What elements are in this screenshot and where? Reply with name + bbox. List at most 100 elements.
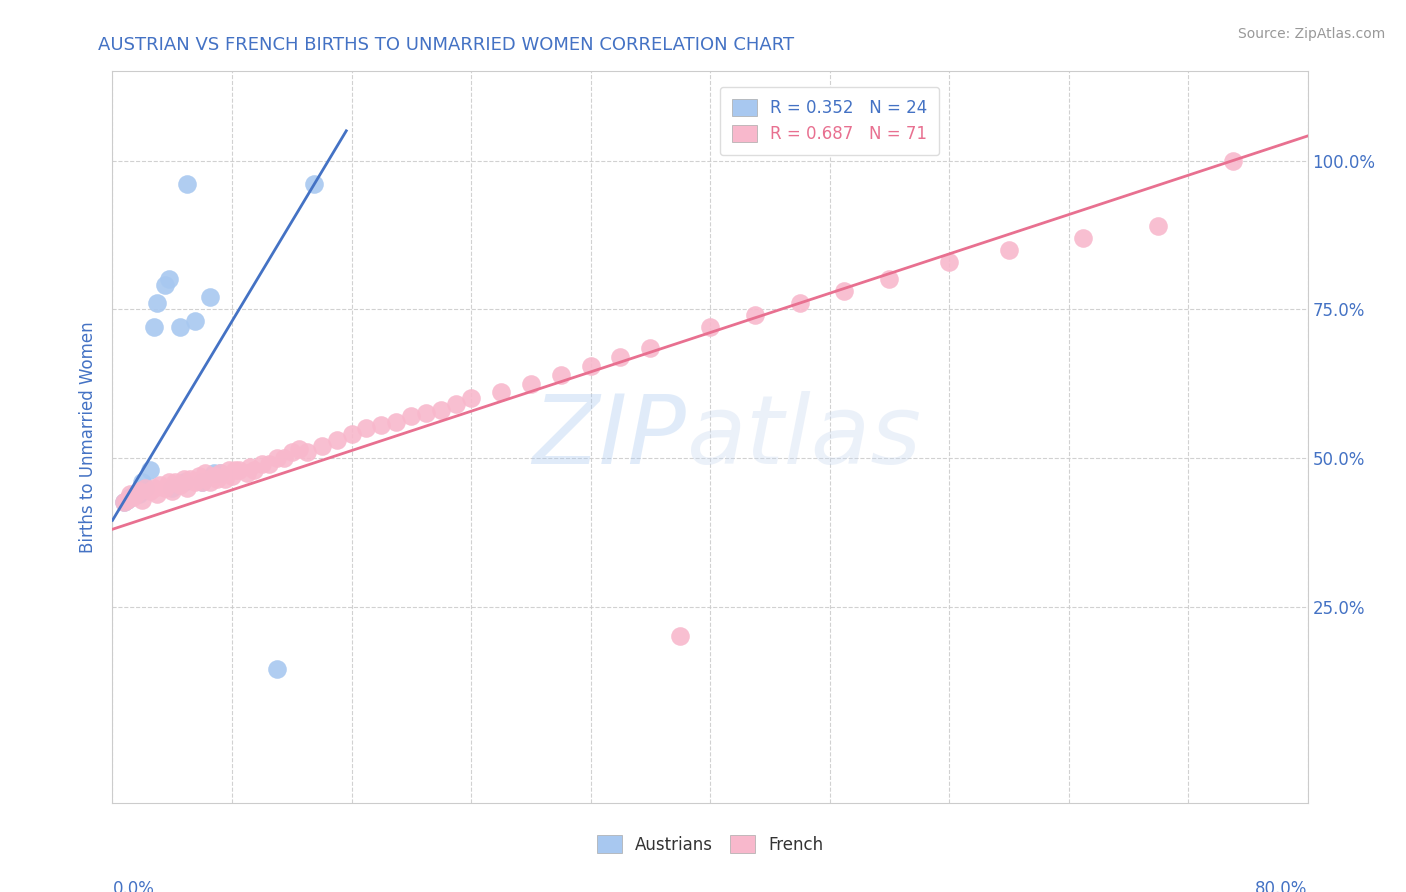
Point [699, 320, 721, 334]
Point [415, 406, 437, 420]
Point [198, 290, 221, 304]
Point [191, 475, 214, 489]
Point [173, 475, 195, 489]
Point [224, 463, 246, 477]
Point [134, 481, 156, 495]
Point [157, 475, 180, 489]
Point [128, 483, 150, 498]
Point [157, 272, 180, 286]
Point [430, 403, 453, 417]
Point [143, 320, 166, 334]
Legend: Austrians, French: Austrians, French [591, 829, 830, 860]
Point [191, 475, 214, 489]
Text: ZIP: ZIP [533, 391, 686, 483]
Point [153, 481, 176, 495]
Point [1073, 231, 1095, 245]
Point [173, 472, 195, 486]
Point [401, 409, 423, 424]
Point [1147, 219, 1170, 233]
Point [183, 475, 205, 489]
Point [998, 243, 1021, 257]
Point [134, 481, 156, 495]
Point [162, 483, 183, 498]
Point [131, 492, 153, 507]
Point [236, 466, 259, 480]
Point [183, 314, 205, 328]
Point [169, 320, 191, 334]
Point [194, 466, 217, 480]
Point [938, 254, 960, 268]
Point [162, 481, 183, 495]
Point [114, 495, 135, 509]
Point [202, 468, 225, 483]
Point [669, 629, 692, 643]
Point [117, 492, 139, 507]
Point [325, 433, 347, 447]
Text: AUSTRIAN VS FRENCH BIRTHS TO UNMARRIED WOMEN CORRELATION CHART: AUSTRIAN VS FRENCH BIRTHS TO UNMARRIED W… [98, 36, 794, 54]
Point [356, 421, 378, 435]
Point [444, 397, 467, 411]
Point [188, 468, 211, 483]
Point [266, 450, 288, 465]
Point [259, 457, 281, 471]
Point [288, 442, 311, 456]
Point [218, 463, 240, 477]
Point [165, 475, 187, 489]
Point [128, 486, 150, 500]
Point [198, 475, 221, 489]
Point [114, 495, 135, 509]
Point [266, 662, 288, 676]
Point [273, 450, 295, 465]
Point [131, 475, 153, 489]
Point [176, 481, 198, 495]
Point [179, 472, 201, 486]
Point [202, 466, 225, 480]
Y-axis label: Births to Unmarried Women: Births to Unmarried Women [79, 321, 97, 553]
Point [139, 463, 162, 477]
Point [311, 439, 333, 453]
Text: 80.0%: 80.0% [1256, 880, 1308, 892]
Point [295, 445, 318, 459]
Point [120, 486, 142, 500]
Point [385, 415, 408, 429]
Point [169, 477, 191, 491]
Point [744, 308, 766, 322]
Point [139, 483, 162, 498]
Point [122, 490, 145, 504]
Point [125, 486, 148, 500]
Point [370, 418, 392, 433]
Point [209, 466, 232, 480]
Point [640, 341, 662, 355]
Point [209, 466, 232, 480]
Point [243, 463, 266, 477]
Point [550, 368, 572, 382]
Point [214, 472, 236, 486]
Point [281, 445, 304, 459]
Point [1222, 153, 1244, 168]
Point [834, 285, 856, 299]
Point [302, 178, 325, 192]
Point [460, 392, 482, 406]
Point [146, 296, 169, 310]
Text: atlas: atlas [686, 391, 921, 483]
Point [520, 376, 543, 391]
Point [239, 459, 262, 474]
Point [176, 178, 198, 192]
Point [205, 472, 228, 486]
Point [879, 272, 901, 286]
Point [221, 468, 243, 483]
Point [579, 359, 602, 373]
Point [149, 477, 172, 491]
Point [609, 350, 631, 364]
Point [228, 463, 250, 477]
Text: Source: ZipAtlas.com: Source: ZipAtlas.com [1237, 27, 1385, 41]
Point [124, 486, 146, 500]
Point [153, 278, 176, 293]
Point [143, 481, 166, 495]
Point [789, 296, 811, 310]
Point [131, 483, 153, 498]
Point [340, 427, 363, 442]
Text: 0.0%: 0.0% [112, 880, 155, 892]
Point [120, 490, 142, 504]
Point [117, 492, 139, 507]
